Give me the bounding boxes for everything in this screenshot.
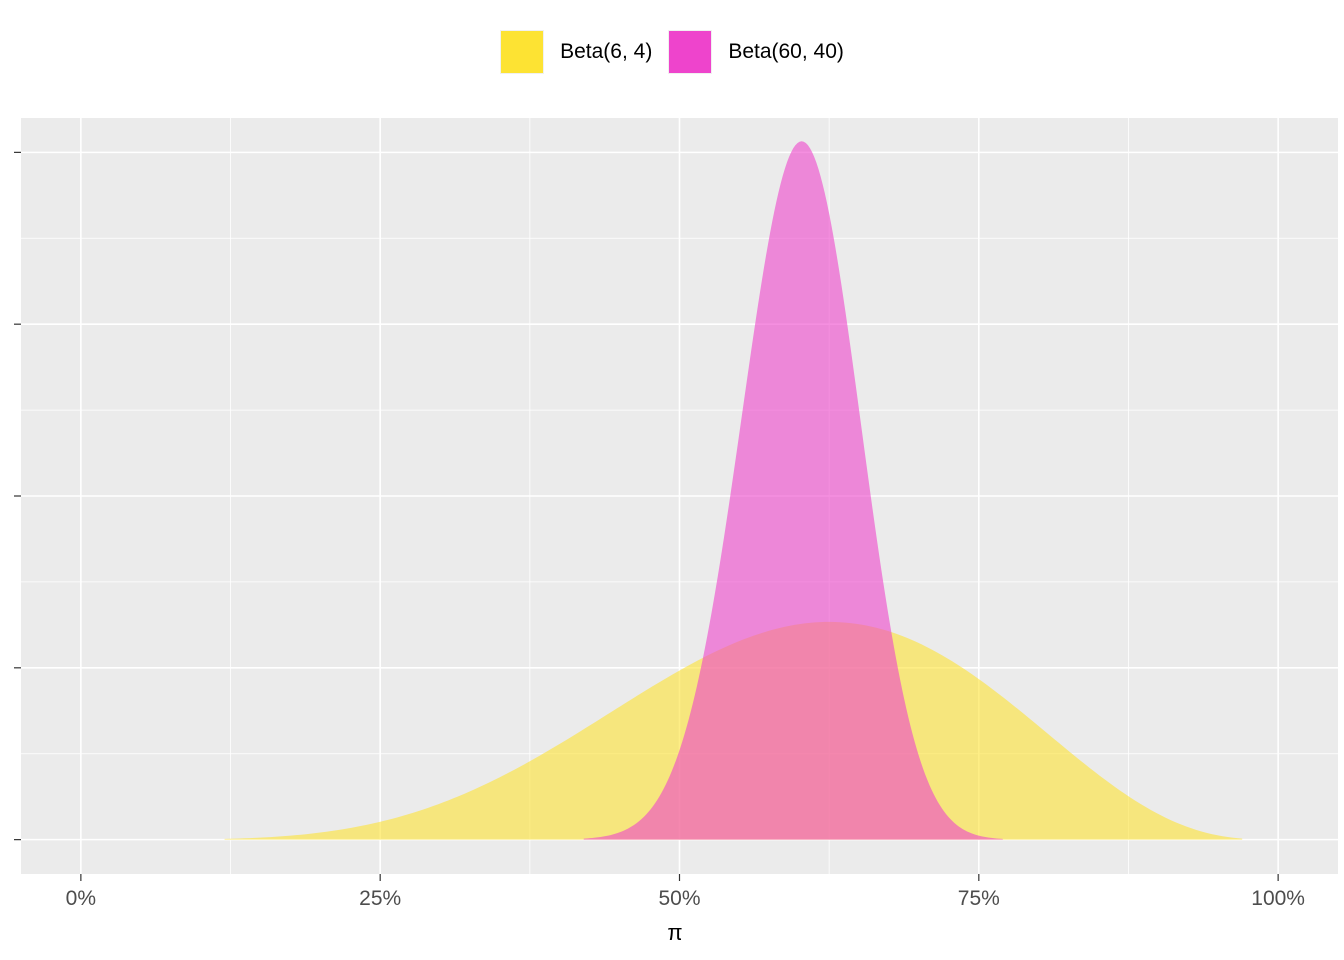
x-tick-label: 100%	[1251, 887, 1305, 910]
legend-label-beta-60-40: Beta(60, 40)	[728, 40, 844, 63]
legend-label-beta-6-4: Beta(6, 4)	[560, 40, 653, 63]
legend: Beta(6, 4) Beta(60, 40)	[0, 30, 1344, 74]
legend-item-beta-6-4: Beta(6, 4)	[500, 30, 652, 74]
legend-key-beta-6-4	[500, 30, 545, 74]
x-axis-ticks	[80, 874, 1279, 881]
x-tick-label: 0%	[66, 887, 96, 910]
x-tick-label: 50%	[658, 887, 700, 910]
density-area-series-2	[583, 141, 1003, 840]
y-axis-ticks	[14, 151, 21, 841]
x-axis-tick-labels: 0% 25% 50% 75% 100%	[66, 887, 1305, 910]
legend-item-beta-60-40: Beta(60, 40)	[668, 30, 844, 74]
density-areas	[224, 141, 1243, 840]
x-tick-label: 25%	[359, 887, 401, 910]
x-tick-label: 75%	[958, 887, 1000, 910]
x-axis-title: π	[667, 920, 682, 945]
legend-key-beta-60-40	[668, 30, 713, 74]
